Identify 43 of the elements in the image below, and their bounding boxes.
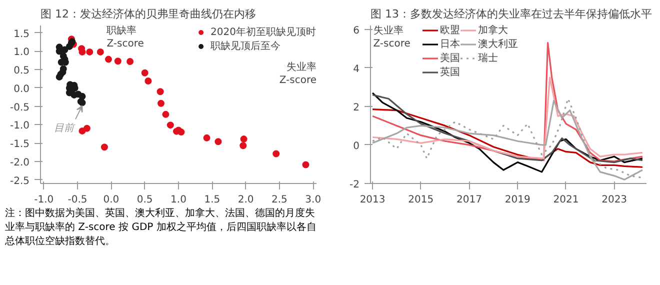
x-tick-label: 1.5: [204, 194, 220, 206]
legend-label: 欧盟: [440, 24, 460, 37]
y-tick-label: -1.5: [10, 139, 30, 150]
x-tick-label: 2017: [456, 194, 482, 206]
legend-label: 英国: [440, 66, 460, 79]
y-tick-label: 4: [353, 64, 360, 75]
chart-title: 图 12：发达经济体的贝弗里奇曲线仍在内移: [40, 8, 256, 20]
y-tick-label: -2.0: [10, 157, 30, 168]
legend-label: 2020年初至职缺见顶时: [210, 26, 316, 39]
y-tick-label: -2: [350, 180, 360, 190]
x-tick-label: 2023: [602, 194, 628, 206]
legend-label: 日本: [440, 38, 460, 51]
x-tick-label: 3.0: [305, 194, 322, 206]
x-tick-label: 2015: [408, 194, 434, 206]
y-tick-label: 1.0: [14, 47, 30, 58]
x-tick-label: 0.0: [103, 194, 120, 206]
y-tick-label: 0.0: [14, 84, 30, 95]
x-tick-label: -0.5: [68, 194, 88, 206]
y-tick-label: 2: [353, 102, 360, 114]
chart-title: 图 13：多数发达经济体的失业率在过去半年保持偏低水平: [370, 8, 652, 20]
legend-label: 美国: [440, 52, 460, 65]
y-tick-label: 6: [353, 25, 360, 36]
y-tick-label: 0.5: [14, 66, 30, 77]
x-tick-label: 2021: [553, 194, 579, 206]
legend-label: 澳大利亚: [478, 38, 518, 51]
x-tick-label: 2.0: [238, 194, 254, 206]
y-tick-label: 1.5: [14, 28, 30, 40]
x-tick-label: 2013: [360, 194, 386, 206]
y-tick-label: -0.5: [10, 102, 30, 114]
legend-label: 加拿大: [478, 24, 508, 37]
x-tick-label: 2019: [504, 194, 530, 206]
legend-label: 瑞士: [478, 52, 498, 65]
y-tick-label: -1.0: [10, 120, 30, 132]
y-tick-label: 0: [353, 140, 360, 152]
text: 注：图中数据为美国、英国、澳大利亚、加拿大、法国、德国的月度失业率与职缺率的 Z-score 按 GDP 加权之平均值，后四国职缺率以各自总体职位空缺指数替代。: [5, 207, 318, 249]
x-tick-label: 1.0: [170, 194, 186, 206]
legend-label: 职缺见顶后至今: [210, 40, 281, 53]
x-tick-label: 0.5: [136, 194, 153, 206]
y-tick-label: -2.5: [10, 176, 30, 187]
x-axis-title: 失业率 Z-score: [279, 60, 317, 86]
annotation: 目前: [54, 122, 76, 134]
x-tick-label: -1.0: [34, 194, 54, 206]
x-tick-label: 2.5: [272, 194, 288, 206]
